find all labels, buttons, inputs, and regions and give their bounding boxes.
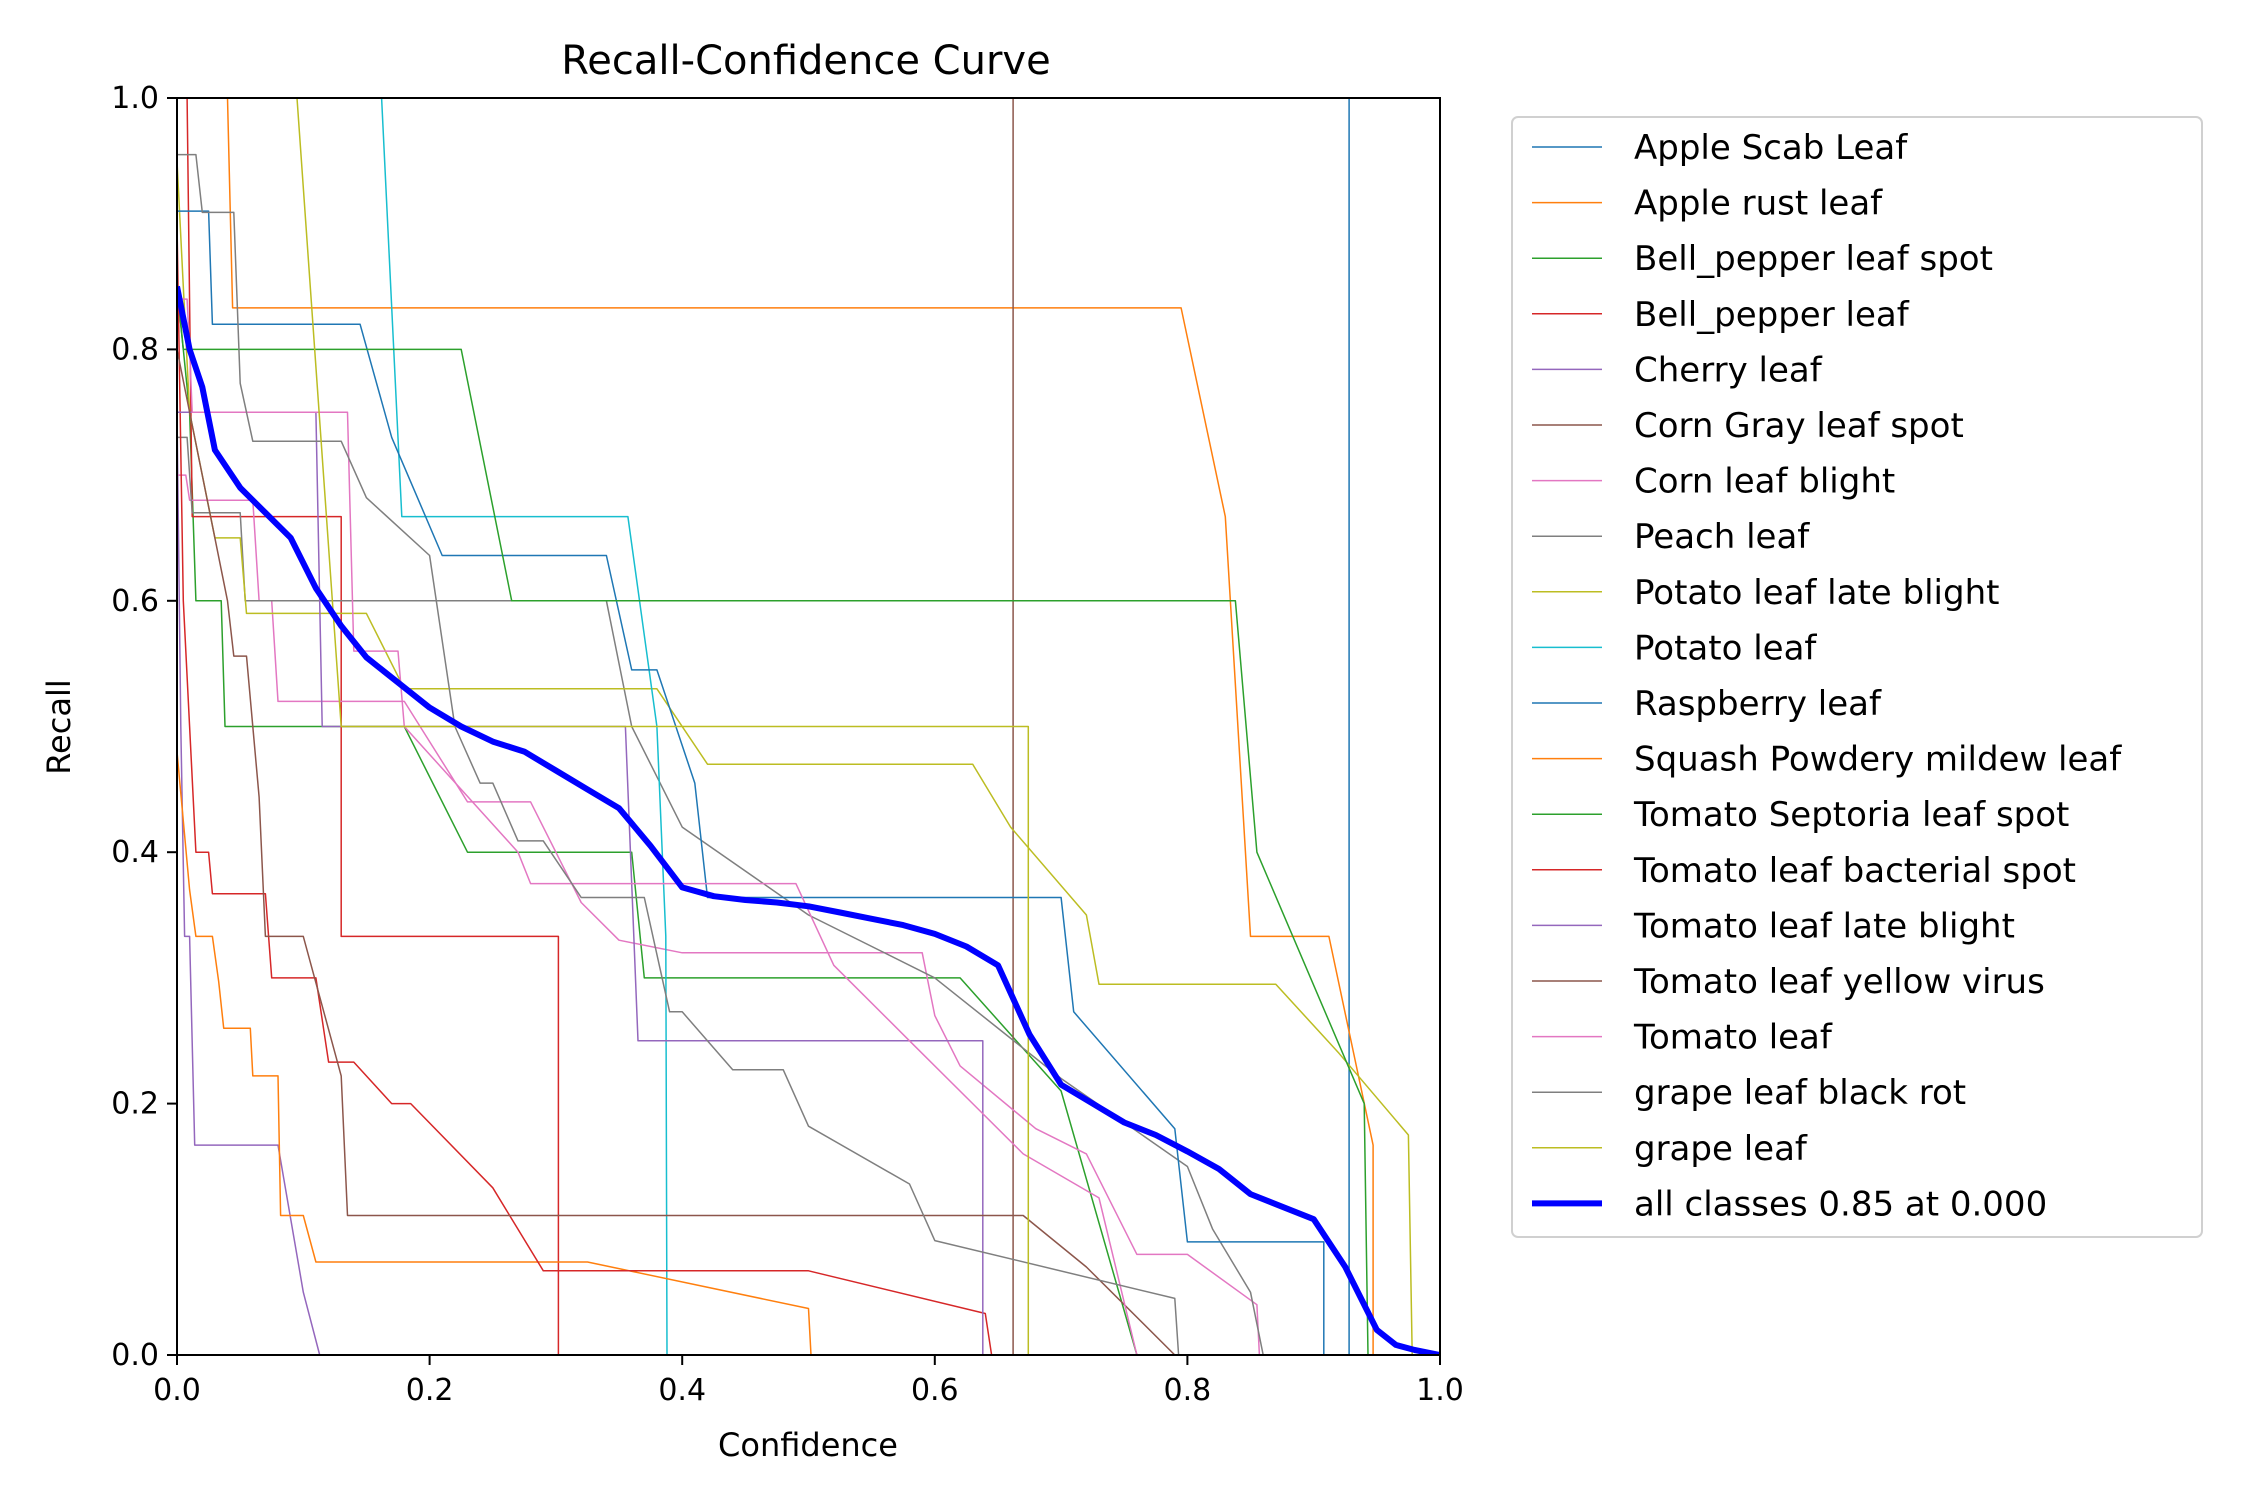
series-line-all-classes-0-85-at-0-000: [177, 285, 1440, 1355]
legend-label: Bell_pepper leaf: [1634, 295, 1910, 335]
legend-label: grape leaf black rot: [1634, 1073, 1966, 1113]
legend-label: Apple Scab Leaf: [1634, 128, 1908, 168]
y-tick-label: 0.0: [111, 1338, 159, 1373]
legend-label: Potato leaf: [1634, 628, 1817, 668]
series-line-tomato-septoria-leaf-spot: [177, 286, 1369, 1355]
legend-label: Tomato Septoria leaf spot: [1633, 795, 2069, 835]
x-tick-label: 0.4: [658, 1373, 706, 1408]
legend: Apple Scab Leaf Apple rust leaf Bell_peppe…: [1511, 116, 2203, 1238]
plot-frame: [176, 97, 1441, 1356]
x-tick-label: 0.0: [153, 1373, 201, 1408]
x-axis: 0.0 0.2 0.4 0.6 0.8 1.0: [153, 1355, 1464, 1408]
series-line-grape-leaf: [296, 98, 1030, 1355]
series-line-apple-rust-leaf: [226, 98, 1374, 1355]
legend-label: Tomato leaf late blight: [1633, 906, 2015, 946]
x-tick-label: 1.0: [1416, 1373, 1464, 1408]
chart-title: Recall-Confidence Curve: [561, 38, 1050, 84]
plot-area: [176, 97, 1441, 1356]
series-line-potato-leaf: [380, 98, 668, 1355]
x-tick-label: 0.2: [406, 1373, 454, 1408]
series-line-raspberry-leaf: [177, 210, 1325, 1355]
legend-label: Raspberry leaf: [1634, 684, 1882, 724]
legend-label: Tomato leaf yellow virus: [1633, 962, 2045, 1002]
legend-label: Apple rust leaf: [1634, 184, 1883, 224]
y-tick-label: 1.0: [111, 81, 159, 116]
legend-frame: [1511, 116, 2203, 1238]
y-axis: 0.0 0.2 0.4 0.6 0.8 1.0: [111, 81, 177, 1373]
y-tick-label: 0.4: [111, 835, 159, 870]
legend-label: Squash Powdery mildew leaf: [1634, 740, 2122, 780]
legend-label: Peach leaf: [1634, 517, 1810, 557]
legend-label: Cherry leaf: [1634, 350, 1823, 390]
y-axis-title: Recall: [40, 679, 78, 774]
series-line-cherry-leaf: [177, 412, 321, 1355]
legend-label: grape leaf: [1634, 1129, 1808, 1169]
legend-label: Tomato leaf: [1633, 1018, 1833, 1058]
y-tick-label: 0.8: [111, 332, 159, 367]
x-tick-label: 0.8: [1164, 1373, 1212, 1408]
legend-label: Tomato leaf bacterial spot: [1633, 851, 2076, 891]
series-line-peach-leaf: [177, 436, 1264, 1355]
y-tick-label: 0.2: [111, 1087, 159, 1122]
legend-label: Potato leaf late blight: [1634, 573, 1999, 613]
legend-label: Corn Gray leaf spot: [1634, 406, 1964, 446]
series-line-squash-powdery-mildew-leaf: [177, 751, 812, 1355]
series-line-tomato-leaf-bacterial-spot: [177, 223, 993, 1355]
series-line-bell-pepper-leaf-spot: [177, 286, 1138, 1355]
y-tick-label: 0.6: [111, 584, 159, 619]
series-group: [177, 98, 1440, 1355]
x-axis-title: Confidence: [718, 1426, 898, 1464]
series-line-tomato-leaf-yellow-virus: [177, 349, 1176, 1355]
x-tick-label: 0.6: [911, 1373, 959, 1408]
series-line-grape-leaf-black-rot: [177, 153, 1180, 1355]
legend-label: Bell_pepper leaf spot: [1634, 239, 1993, 279]
series-line-corn-leaf-blight: [177, 474, 1261, 1355]
legend-label: Corn leaf blight: [1634, 462, 1895, 502]
series-line-tomato-leaf: [177, 298, 1138, 1355]
legend-label: all classes 0.85 at 0.000: [1634, 1184, 2047, 1224]
